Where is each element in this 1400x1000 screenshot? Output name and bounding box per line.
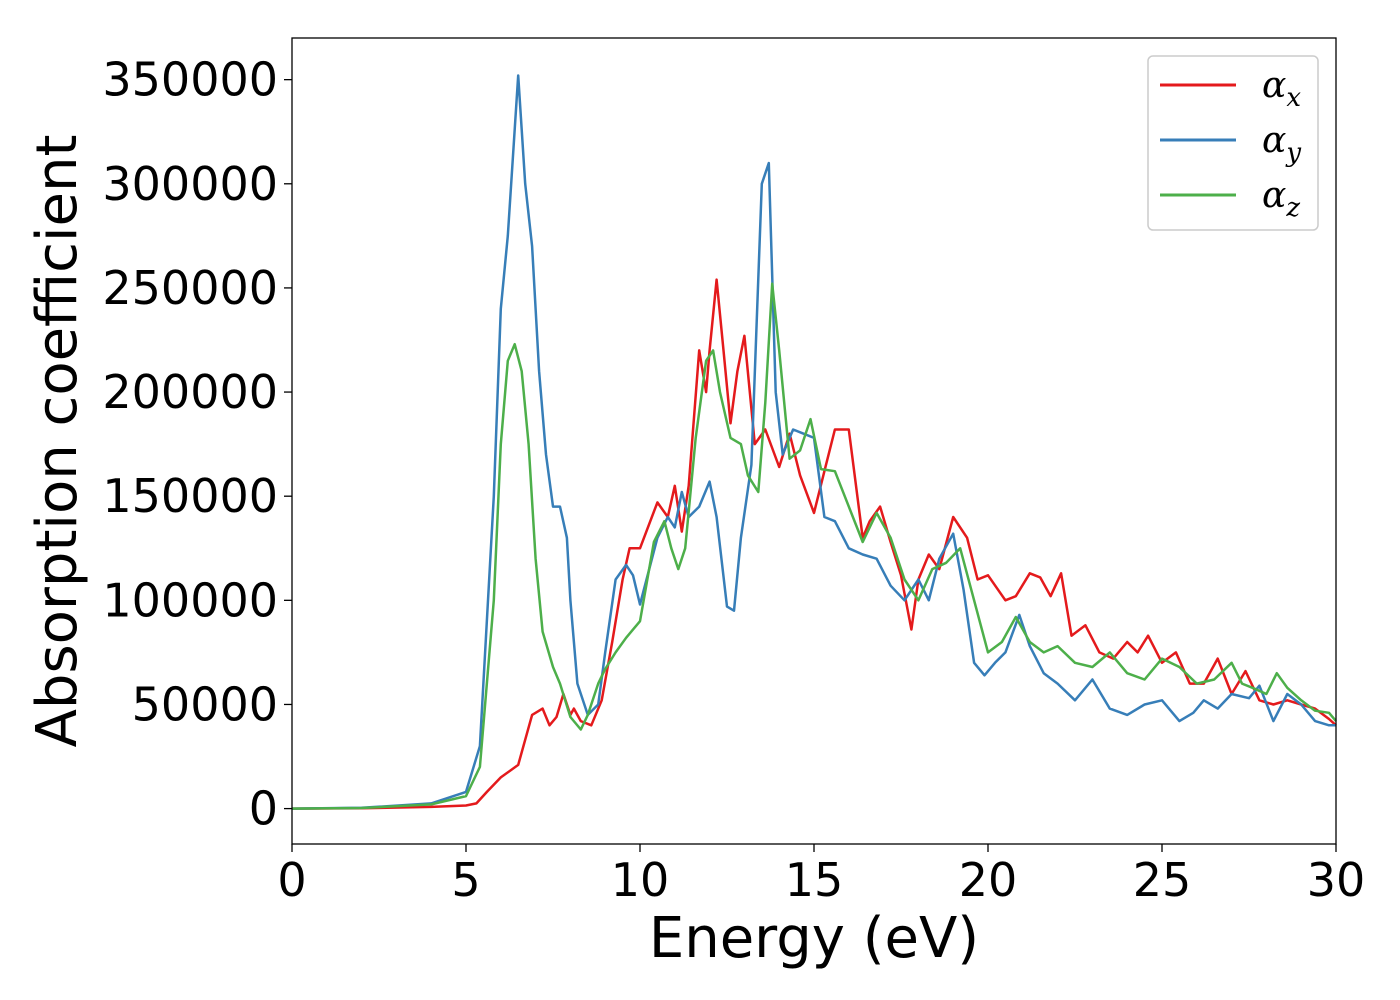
y-tick-label: 200000 <box>102 365 278 419</box>
y-tick-label: 350000 <box>102 53 278 107</box>
y-tick-label: 100000 <box>102 573 278 627</box>
x-tick-label: 5 <box>451 853 480 907</box>
legend-subscript: y <box>1285 138 1301 168</box>
legend-label-z: αz <box>1262 175 1300 223</box>
y-axis-label: Absorption coefficient <box>25 135 90 748</box>
series-line-z <box>291 282 1337 810</box>
x-tick-label: 20 <box>959 853 1018 907</box>
x-axis-ticks: 0 5 10 15 20 25 30 <box>277 844 1365 907</box>
x-tick-label: 30 <box>1307 853 1366 907</box>
y-tick-label: 50000 <box>132 677 278 731</box>
y-axis-ticks: 0 50000 100000 150000 200000 250000 300000 3500… <box>102 53 292 836</box>
series-line-y <box>291 74 1336 810</box>
y-tick-label: 250000 <box>102 261 278 315</box>
legend-box <box>1147 55 1319 231</box>
legend-label-y: αy <box>1262 120 1301 168</box>
legend-subscript: z <box>1285 193 1300 223</box>
y-tick-label: 0 <box>249 782 278 836</box>
legend-symbol: α <box>1262 120 1286 161</box>
x-tick-label: 10 <box>611 853 670 907</box>
x-axis-label: Energy (eV) <box>649 906 979 971</box>
legend-symbol: α <box>1262 175 1286 216</box>
legend-label-x: αx <box>1262 65 1301 113</box>
series-line-x <box>291 278 1337 810</box>
y-tick-label: 150000 <box>102 469 278 523</box>
legend-subscript: x <box>1286 83 1301 113</box>
legend-symbol: α <box>1262 65 1286 106</box>
x-tick-label: 15 <box>785 853 844 907</box>
y-tick-label: 300000 <box>102 157 278 211</box>
x-tick-label: 25 <box>1133 853 1192 907</box>
x-tick-label: 0 <box>277 853 306 907</box>
series-lines <box>291 74 1337 810</box>
